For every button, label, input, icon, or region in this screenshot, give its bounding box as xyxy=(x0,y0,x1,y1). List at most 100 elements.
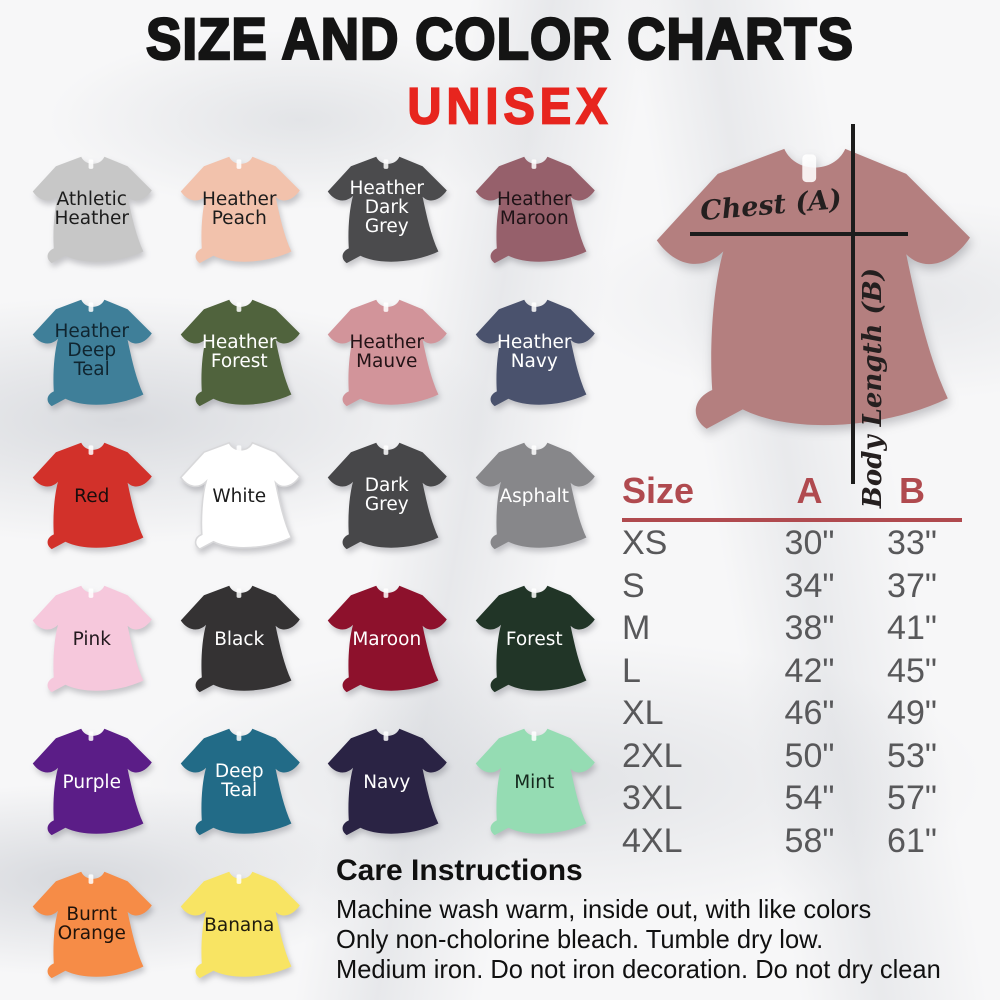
collar-tag xyxy=(236,302,241,312)
color-name-label: Navy xyxy=(363,771,411,793)
measurement-shirt: Chest (A) Body Length (B) xyxy=(618,98,1000,508)
page-title: SIZE AND COLOR CHARTS xyxy=(145,6,855,73)
color-swatch-asphalt: Asphalt xyxy=(461,426,609,569)
tshirt-icon xyxy=(475,156,595,264)
length-value: 37" xyxy=(887,566,937,605)
collar-tag xyxy=(236,874,241,884)
color-swatch-maroon: Maroon xyxy=(313,569,461,712)
color-name-label: Heather Dark Grey xyxy=(349,177,425,237)
size-table-row: 4XL 58" 61" xyxy=(622,820,962,863)
tshirt-icon xyxy=(32,299,152,407)
size-value: S xyxy=(622,566,645,605)
tshirt-icon xyxy=(475,585,595,693)
color-name-label: Athletic Heather xyxy=(54,188,130,229)
collar-tag xyxy=(531,302,536,312)
size-value: 3XL xyxy=(622,779,683,817)
color-swatch-athletic-heather: Athletic Heather xyxy=(18,140,166,283)
length-value: 33" xyxy=(887,524,937,562)
tshirt-icon xyxy=(32,871,152,979)
size-table-header: Size A B xyxy=(622,470,962,522)
care-instructions-line: Machine wash warm, inside out, with like… xyxy=(336,894,872,924)
chest-value: 58" xyxy=(784,821,835,860)
length-column-header: B xyxy=(899,470,925,511)
color-name-label: Heather Forest xyxy=(201,331,277,372)
size-value: 4XL xyxy=(622,821,683,860)
care-instructions-heading: Care Instructions xyxy=(336,854,583,887)
chest-value: 46" xyxy=(784,694,835,732)
color-swatch-burnt-orange: Burnt Orange xyxy=(18,855,166,998)
color-swatch-deep-teal: Deep Teal xyxy=(166,712,314,855)
color-swatch-mint: Mint xyxy=(461,712,609,855)
care-instructions-line: Medium iron. Do not iron decoration. Do … xyxy=(336,954,941,984)
collar-tag xyxy=(531,731,536,741)
collar-tag xyxy=(88,874,94,884)
color-swatch-pink: Pink xyxy=(18,569,166,712)
care-instructions: Care Instructions Machine wash warm, ins… xyxy=(336,854,1000,984)
color-swatch-navy: Navy xyxy=(313,712,461,855)
tshirt-icon xyxy=(327,156,447,264)
color-name-label: Mint xyxy=(514,771,555,793)
length-value: 53" xyxy=(887,736,937,775)
color-name-label: Forest xyxy=(505,628,563,650)
chest-value: 34" xyxy=(784,566,835,605)
size-value: L xyxy=(622,651,641,690)
size-table-body: XS 30" 33" S 34" 37" M 38" 41" L 42" 45" XL 46" 49" 2XL… xyxy=(622,522,962,862)
collar-tag xyxy=(383,731,389,741)
color-swatch-heather-forest: Heather Forest xyxy=(166,283,314,426)
chest-value: 50" xyxy=(784,736,835,775)
tshirt-icon xyxy=(180,871,300,979)
color-swatch-black: Black xyxy=(166,569,314,712)
collar-tag xyxy=(531,159,536,169)
color-name-label: Red xyxy=(74,485,110,507)
collar-tag xyxy=(236,588,241,598)
size-table-row: M 38" 41" xyxy=(622,607,962,650)
tshirt-icon xyxy=(327,442,447,550)
chest-column-header: A xyxy=(796,470,823,511)
color-swatch-banana: Banana xyxy=(166,855,314,998)
size-value: XL xyxy=(622,694,664,732)
color-name-label: Purple xyxy=(62,771,121,793)
size-value: M xyxy=(622,609,651,647)
color-name-label: Maroon xyxy=(352,628,422,650)
color-swatch-heather-maroon: Heather Maroon xyxy=(461,140,609,283)
collar-tag xyxy=(531,445,536,455)
color-swatch-heather-navy: Heather Navy xyxy=(461,283,609,426)
size-table-row: L 42" 45" xyxy=(622,650,962,693)
color-name-label: Dark Grey xyxy=(364,474,409,515)
color-name-label: Black xyxy=(214,628,265,650)
color-name-label: Heather Navy xyxy=(496,331,572,372)
color-name-label: Banana xyxy=(204,914,275,936)
chest-value: 38" xyxy=(784,609,835,647)
chest-measure-line xyxy=(690,232,908,236)
color-name-label: Pink xyxy=(72,628,111,650)
color-swatch-purple: Purple xyxy=(18,712,166,855)
color-name-label: Deep Teal xyxy=(214,760,264,801)
size-table-row: S 34" 37" xyxy=(622,565,962,608)
care-instructions-line: Only non-cholorine bleach. Tumble dry lo… xyxy=(336,924,824,954)
color-swatch-grid: Athletic Heather Heather Peach Heather Dar… xyxy=(18,140,608,998)
tshirt-icon xyxy=(475,442,595,550)
length-value: 41" xyxy=(887,609,937,647)
color-swatch-white: White xyxy=(166,426,314,569)
tshirt-icon xyxy=(327,299,447,407)
color-name-label: Asphalt xyxy=(499,485,570,507)
size-table-row: 2XL 50" 53" xyxy=(622,735,962,778)
collar-tag xyxy=(88,302,94,312)
color-swatch-forest: Forest xyxy=(461,569,609,712)
tshirt-icon xyxy=(180,299,300,407)
size-table-row: XL 46" 49" xyxy=(622,692,962,735)
collar-tag xyxy=(236,159,241,169)
tshirt-icon xyxy=(475,728,595,836)
size-column-header: Size xyxy=(622,470,695,511)
collar-tag xyxy=(88,731,94,741)
tshirt-graphic xyxy=(656,148,970,429)
tshirt-icon xyxy=(32,585,152,693)
tshirt-icon xyxy=(327,728,447,836)
color-swatch-heather-mauve: Heather Mauve xyxy=(313,283,461,426)
body-length-measure-line xyxy=(851,124,855,484)
chest-value: 42" xyxy=(784,651,835,690)
collar-tag xyxy=(236,731,241,741)
color-name-label: Heather Peach xyxy=(201,188,277,229)
collar-tag xyxy=(383,588,389,598)
